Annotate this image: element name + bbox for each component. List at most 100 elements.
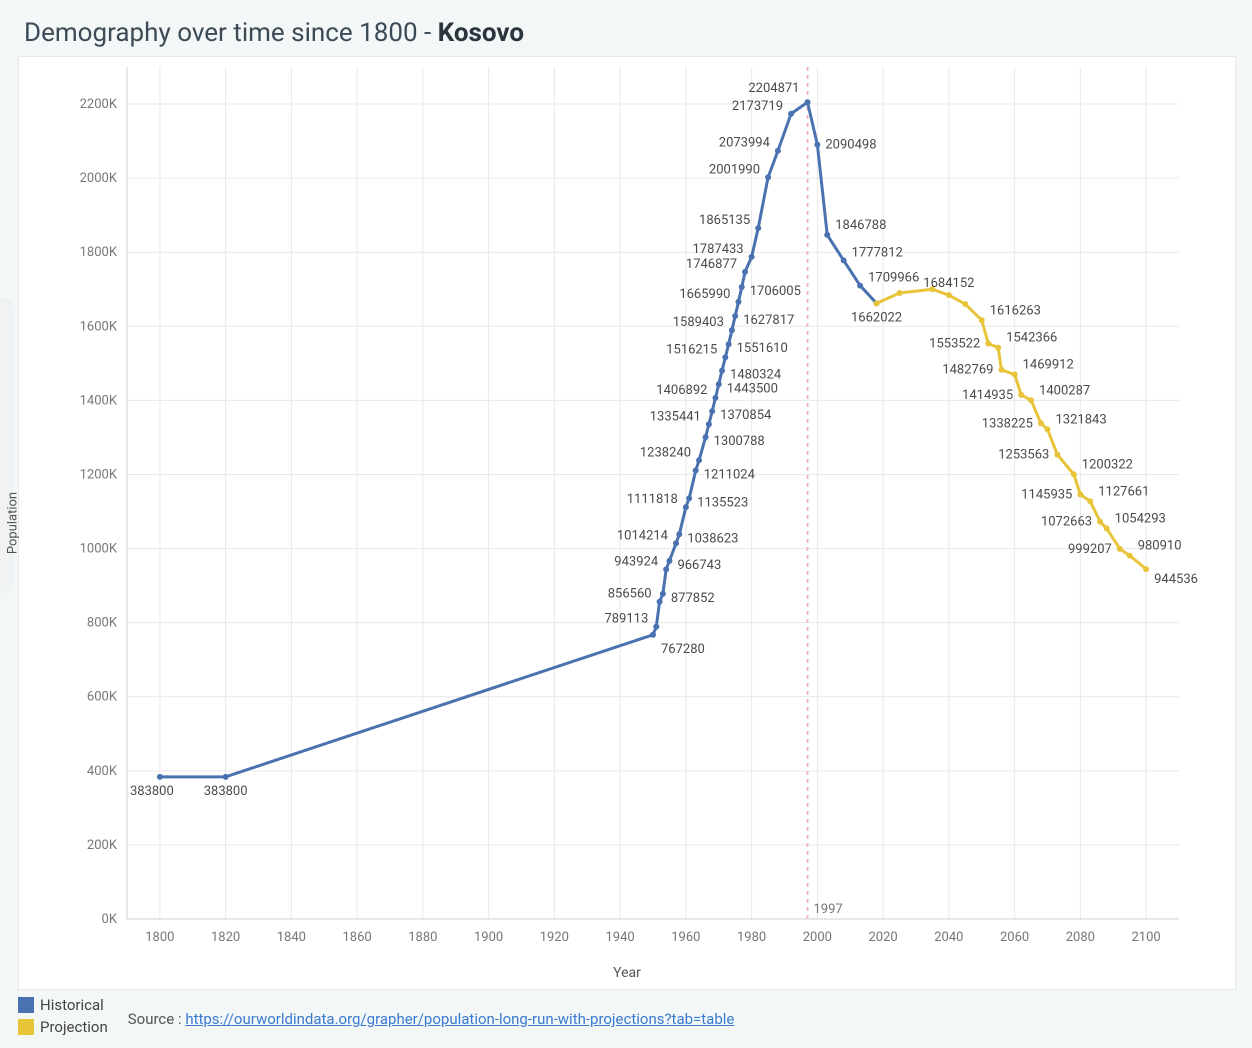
y-tick-label: 2000K — [80, 171, 118, 186]
chart-legend: Historical Projection — [18, 992, 108, 1036]
data-point[interactable] — [1117, 546, 1123, 552]
data-point[interactable] — [722, 354, 728, 360]
source-link[interactable]: https://ourworldindata.org/grapher/popul… — [185, 1010, 734, 1028]
data-point[interactable] — [726, 341, 732, 347]
data-point[interactable] — [998, 367, 1004, 373]
data-label: 2073994 — [719, 136, 771, 151]
data-label: 1370854 — [720, 408, 772, 423]
data-point[interactable] — [749, 254, 755, 260]
x-axis-title: Year — [613, 965, 641, 981]
data-point[interactable] — [686, 495, 692, 501]
data-point[interactable] — [979, 317, 985, 323]
data-point[interactable] — [732, 313, 738, 319]
chart-source: Source : https://ourworldindata.org/grap… — [128, 992, 735, 1028]
data-point[interactable] — [709, 408, 715, 414]
data-point[interactable] — [735, 299, 741, 305]
data-point[interactable] — [666, 558, 672, 564]
data-point[interactable] — [157, 774, 163, 780]
data-point[interactable] — [696, 457, 702, 463]
data-point[interactable] — [739, 284, 745, 290]
chart-plot-area[interactable]: 0K200K400K600K800K1000K1200K1400K1600K18… — [18, 56, 1236, 990]
data-point[interactable] — [755, 225, 761, 231]
data-point[interactable] — [653, 624, 659, 630]
x-tick-label: 2100 — [1132, 930, 1161, 945]
data-label: 1480324 — [730, 368, 782, 383]
data-point[interactable] — [729, 327, 735, 333]
legend-item[interactable]: Historical — [18, 996, 108, 1014]
data-point[interactable] — [657, 599, 663, 605]
data-label: 980910 — [1138, 539, 1182, 554]
data-label: 1627817 — [743, 313, 794, 328]
data-label: 1865135 — [699, 213, 750, 228]
data-point[interactable] — [788, 111, 794, 117]
data-point[interactable] — [1077, 492, 1083, 498]
data-point[interactable] — [712, 395, 718, 401]
legend-label: Projection — [40, 1018, 108, 1036]
data-label: 1111818 — [627, 492, 678, 507]
data-label: 1665990 — [679, 287, 730, 302]
data-label: 1238240 — [640, 445, 691, 460]
data-point[interactable] — [805, 99, 811, 105]
data-point[interactable] — [1104, 525, 1110, 531]
data-point[interactable] — [660, 591, 666, 597]
data-point[interactable] — [962, 301, 968, 307]
data-point[interactable] — [765, 174, 771, 180]
data-label: 2204871 — [748, 81, 799, 96]
data-label: 1072663 — [1041, 515, 1092, 530]
data-point[interactable] — [1054, 452, 1060, 458]
data-point[interactable] — [1087, 498, 1093, 504]
data-point[interactable] — [683, 504, 689, 510]
data-label: 944536 — [1154, 572, 1198, 587]
legend-item[interactable]: Projection — [18, 1018, 108, 1036]
data-point[interactable] — [716, 381, 722, 387]
data-point[interactable] — [703, 434, 709, 440]
data-point[interactable] — [874, 300, 880, 306]
data-label: 1787433 — [692, 242, 743, 257]
x-tick-label: 1840 — [277, 930, 306, 945]
data-point[interactable] — [857, 283, 863, 289]
data-point[interactable] — [693, 467, 699, 473]
data-point[interactable] — [673, 540, 679, 546]
legend-swatch — [18, 997, 34, 1013]
data-point[interactable] — [995, 345, 1001, 351]
x-tick-label: 2020 — [869, 930, 898, 945]
data-label: 1542366 — [1006, 331, 1057, 346]
x-tick-label: 2000 — [803, 930, 832, 945]
data-point[interactable] — [663, 566, 669, 572]
data-point[interactable] — [1028, 397, 1034, 403]
data-label: 1414935 — [962, 388, 1013, 403]
data-point[interactable] — [1038, 420, 1044, 426]
data-point[interactable] — [946, 292, 952, 298]
x-tick-label: 1900 — [474, 930, 503, 945]
data-point[interactable] — [1012, 371, 1018, 377]
reference-line-label: 1997 — [814, 902, 843, 917]
data-point[interactable] — [1097, 519, 1103, 525]
data-point[interactable] — [1127, 553, 1133, 559]
data-point[interactable] — [742, 269, 748, 275]
data-point[interactable] — [1018, 392, 1024, 398]
data-point[interactable] — [719, 368, 725, 374]
x-tick-label: 1940 — [606, 930, 635, 945]
data-label: 1127661 — [1098, 484, 1149, 499]
data-label: 943924 — [614, 554, 659, 569]
data-point[interactable] — [706, 421, 712, 427]
data-label: 1684152 — [923, 276, 974, 291]
data-point[interactable] — [985, 341, 991, 347]
data-point[interactable] — [824, 232, 830, 238]
x-tick-label: 1980 — [737, 930, 766, 945]
data-point[interactable] — [897, 290, 903, 296]
data-point[interactable] — [223, 774, 229, 780]
data-point[interactable] — [814, 142, 820, 148]
data-point[interactable] — [775, 148, 781, 154]
data-point[interactable] — [841, 257, 847, 263]
data-point[interactable] — [1071, 471, 1077, 477]
data-point[interactable] — [676, 531, 682, 537]
data-point[interactable] — [1045, 426, 1051, 432]
data-label: 1014214 — [617, 528, 669, 543]
data-label: 1335441 — [650, 409, 701, 424]
x-tick-label: 1960 — [671, 930, 700, 945]
data-point[interactable] — [650, 632, 656, 638]
data-point[interactable] — [1143, 566, 1149, 572]
y-tick-label: 800K — [87, 616, 118, 631]
data-label: 1709966 — [868, 271, 919, 286]
